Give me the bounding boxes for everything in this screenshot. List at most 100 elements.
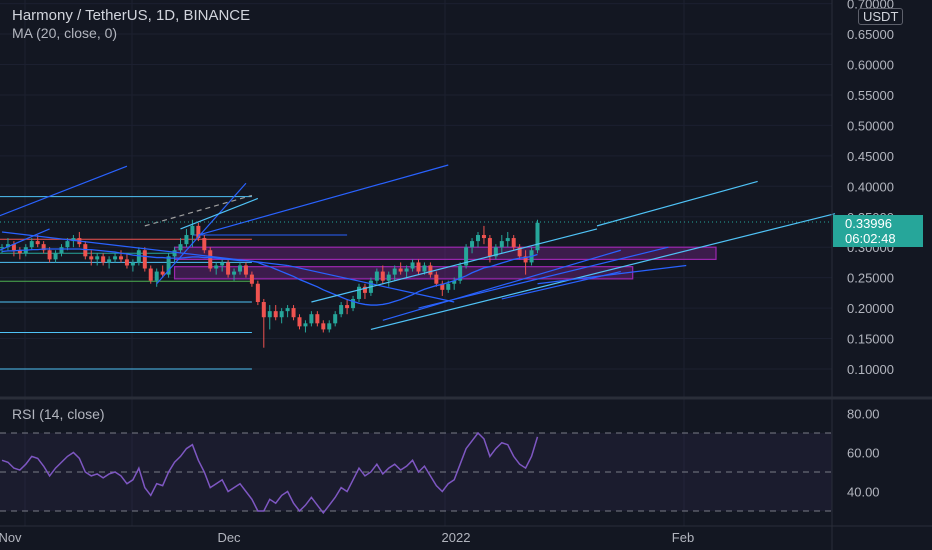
candle-body	[440, 283, 445, 290]
trend-line	[311, 228, 598, 303]
candle-body	[374, 271, 379, 281]
candle-body	[452, 280, 457, 284]
candle-body	[481, 235, 486, 239]
candle-body	[5, 244, 10, 248]
currency-badge[interactable]: USDT	[858, 8, 904, 25]
rsi-tick-label: 80.00	[847, 407, 880, 422]
time-tick-label: Dec	[217, 530, 241, 545]
candle-body	[273, 311, 278, 318]
candle-body	[398, 268, 403, 272]
price-axis[interactable]: 0.100000.150000.200000.250000.300000.350…	[847, 0, 894, 377]
candle-body	[285, 308, 290, 312]
trend-line	[144, 194, 253, 227]
candle-body	[53, 253, 58, 260]
candle-body	[190, 225, 195, 236]
trend-line	[370, 213, 836, 330]
candle-body	[142, 250, 147, 269]
candle-body	[35, 241, 40, 245]
candle-body	[470, 241, 475, 248]
candle-body	[303, 323, 308, 327]
trend-line	[156, 182, 247, 285]
candle-body	[89, 256, 94, 260]
candle-body	[327, 323, 332, 330]
rsi-legend[interactable]: RSI (14, close)	[12, 406, 105, 422]
candle-body	[71, 238, 76, 242]
price-tick-label: 0.45000	[847, 149, 894, 164]
candle-body	[232, 271, 237, 275]
candle-body	[202, 238, 207, 251]
candle-body	[220, 262, 225, 266]
rsi-tick-label: 40.00	[847, 485, 880, 500]
candle-body	[65, 241, 70, 248]
candle-body	[410, 262, 415, 269]
rsi-axis[interactable]: 40.00 60.00 80.00	[847, 407, 880, 500]
candle-body	[95, 256, 100, 260]
trend-line	[0, 165, 128, 217]
candle-body	[422, 265, 427, 272]
candle-body	[154, 271, 159, 281]
price-tick-label: 0.65000	[847, 27, 894, 42]
price-tick-label: 0.60000	[847, 58, 894, 73]
candle-body	[357, 286, 361, 299]
last-price-tag: 0.33996 06:02:48	[833, 215, 923, 247]
candle-body	[339, 305, 344, 315]
trend-line	[418, 246, 669, 309]
trend-line	[537, 264, 687, 285]
price-tick-label: 0.55000	[847, 88, 894, 103]
candle-body	[464, 247, 469, 266]
price-tick-label: 0.25000	[847, 271, 894, 286]
candle-body	[380, 271, 385, 281]
candle-body	[261, 302, 266, 318]
candle-body	[160, 271, 165, 275]
candle-body	[47, 250, 52, 260]
candle-body	[416, 262, 421, 272]
bar-countdown: 06:02:48	[845, 231, 896, 246]
candle-body	[59, 247, 64, 254]
candle-body	[505, 238, 510, 242]
time-tick-label: Nov	[0, 530, 22, 545]
candle-body	[511, 238, 516, 248]
candle-body	[208, 250, 213, 269]
candle-body	[291, 308, 296, 318]
time-axis[interactable]: Nov Dec 2022 Feb	[0, 530, 694, 545]
trend-line	[382, 249, 621, 321]
candle-body	[214, 265, 219, 269]
price-tick-label: 0.50000	[847, 118, 894, 133]
candle-body	[309, 314, 314, 324]
symbol-legend[interactable]: Harmony / TetherUS, 1D, BINANCE	[12, 7, 251, 24]
ma-legend[interactable]: MA (20, close, 0)	[12, 25, 118, 41]
candle-body	[517, 247, 522, 257]
candle-body	[255, 283, 260, 303]
ma-series	[1, 248, 538, 306]
candle-body	[404, 268, 409, 272]
candle-body	[238, 265, 242, 272]
candle-body	[458, 265, 463, 281]
candle-body	[178, 244, 183, 251]
candle-body	[351, 298, 356, 309]
price-tick-label: 0.15000	[847, 332, 894, 347]
candle-body	[148, 268, 153, 281]
candle-body	[249, 274, 254, 284]
candle-body	[11, 244, 16, 251]
candle-body	[535, 222, 540, 251]
candle-body	[17, 250, 22, 254]
candle-body	[113, 256, 118, 260]
candle-body	[428, 265, 433, 275]
candle-body	[172, 250, 177, 257]
candle-body	[476, 235, 480, 242]
price-tick-label: 0.10000	[847, 362, 894, 377]
candle-body	[493, 247, 498, 257]
trend-lines	[0, 164, 836, 330]
time-tick-label: Feb	[672, 530, 694, 545]
candle-body	[119, 256, 123, 260]
price-tick-label: 0.40000	[847, 179, 894, 194]
rsi-series	[1, 431, 539, 515]
candle-body	[196, 225, 201, 239]
trend-line	[180, 197, 259, 230]
candle-body	[392, 268, 397, 275]
candle-body	[321, 323, 326, 330]
candle-body	[124, 259, 129, 266]
candle-body	[487, 238, 492, 257]
candle-body	[434, 274, 439, 284]
